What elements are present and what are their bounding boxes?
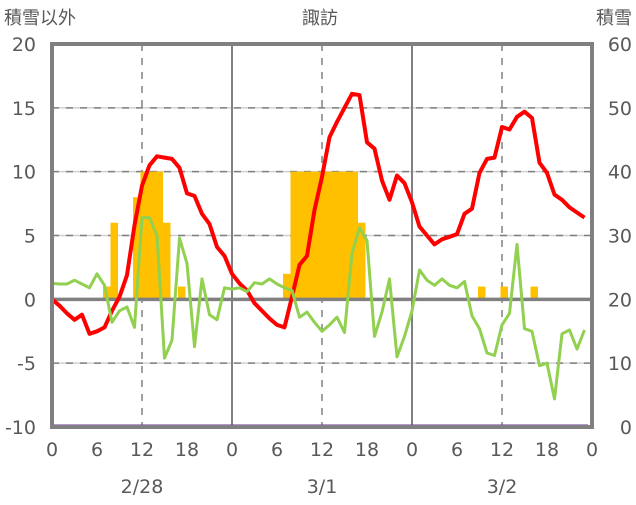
- snow-bar: [530, 286, 538, 300]
- left-tick-label: 0: [24, 289, 36, 311]
- date-label: 3/1: [307, 476, 338, 498]
- x-tick-label: 18: [175, 439, 199, 461]
- right-tick-label: 60: [608, 34, 632, 56]
- snow-bar: [163, 222, 171, 300]
- snow-bar: [155, 171, 163, 300]
- green-series-line: [51, 216, 586, 401]
- snow-bar: [283, 273, 291, 300]
- x-tick-label: 18: [535, 439, 559, 461]
- snow-bar: [328, 171, 336, 300]
- red-series-line: [50, 91, 586, 336]
- left-tick-label: 5: [24, 226, 36, 248]
- left-axis-title: 積雪以外: [4, 8, 76, 29]
- plot-border: [50, 42, 594, 429]
- snow-bar: [140, 171, 148, 300]
- date-label: 3/2: [487, 476, 518, 498]
- snow-bar: [110, 222, 118, 300]
- snow-bar: [298, 171, 306, 300]
- right-tick-label: 50: [608, 98, 632, 120]
- x-tick-label: 0: [406, 439, 418, 461]
- chart-title: 諏訪: [302, 8, 338, 29]
- right-tick-label: 0: [620, 417, 632, 439]
- x-tick-label: 0: [226, 439, 238, 461]
- right-tick-label: 40: [608, 162, 632, 184]
- snow-bar: [500, 286, 508, 300]
- x-tick-label: 12: [310, 439, 334, 461]
- snow-bar: [133, 197, 141, 300]
- snow-bar: [335, 171, 343, 300]
- right-tick-label: 30: [608, 226, 632, 248]
- right-tick-label: 10: [608, 353, 632, 375]
- x-tick-label: 0: [586, 439, 598, 461]
- x-tick-label: 12: [490, 439, 514, 461]
- left-tick-label: 15: [12, 98, 36, 120]
- date-label: 2/28: [121, 476, 164, 498]
- x-tick-label: 6: [271, 439, 283, 461]
- x-tick-label: 18: [355, 439, 379, 461]
- left-tick-label: 10: [12, 162, 36, 184]
- right-axis-title: 積雪: [596, 8, 632, 29]
- x-tick-label: 6: [91, 439, 103, 461]
- left-tick-label: -5: [17, 353, 36, 375]
- x-tick-label: 0: [46, 439, 58, 461]
- left-tick-label: -10: [5, 417, 36, 439]
- left-tick-label: 20: [12, 34, 36, 56]
- snow-bar: [148, 171, 156, 300]
- snow-bar: [313, 171, 321, 300]
- plot-frame: [50, 42, 594, 429]
- snow-bar: [343, 171, 351, 300]
- snow-bar: [290, 171, 298, 300]
- snow-bar: [320, 171, 328, 300]
- right-tick-label: 20: [608, 289, 632, 311]
- snow-bar: [358, 222, 366, 300]
- x-tick-label: 6: [451, 439, 463, 461]
- x-tick-label: 12: [130, 439, 154, 461]
- snow-bar: [178, 286, 186, 300]
- snow-bar: [478, 286, 486, 300]
- snow-bar: [350, 171, 358, 300]
